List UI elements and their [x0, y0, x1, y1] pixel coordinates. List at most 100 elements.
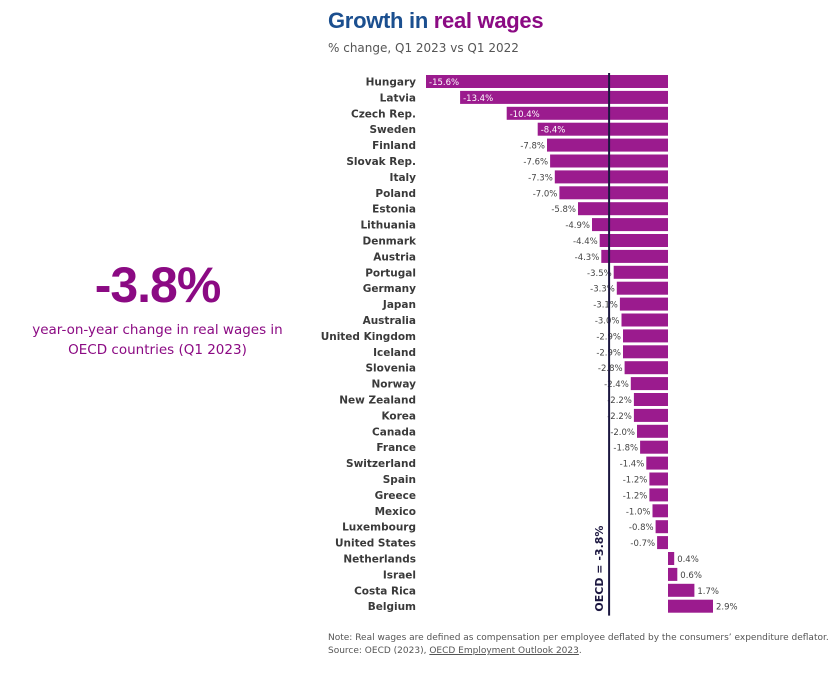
category-label-israel: Israel: [383, 569, 416, 581]
bar-latvia: [460, 90, 668, 104]
category-label-spain: Spain: [383, 474, 416, 486]
bar-switzerland: [646, 456, 668, 470]
category-label-united-states: United States: [335, 538, 416, 550]
category-label-sweden: Sweden: [370, 124, 417, 136]
bar-mexico: [652, 504, 668, 518]
data-label-luxembourg: -0.8%: [629, 523, 654, 533]
bar-japan: [619, 297, 668, 311]
category-label-mexico: Mexico: [375, 506, 416, 518]
source-prefix: Source: OECD (2023),: [328, 646, 430, 656]
bar-estonia: [578, 202, 668, 216]
category-label-norway: Norway: [372, 379, 417, 391]
data-label-mexico: -1.0%: [626, 507, 651, 517]
data-label-hungary: -15.6%: [429, 78, 459, 88]
category-label-austria: Austria: [373, 251, 416, 263]
chart-title-part2: real wages: [433, 8, 544, 33]
footnote: Note: Real wages are defined as compensa…: [328, 632, 829, 658]
category-label-italy: Italy: [390, 172, 417, 184]
source-line: Source: OECD (2023), OECD Employment Out…: [328, 645, 829, 658]
bar-greece: [649, 488, 668, 502]
bar-costa-rica: [668, 583, 695, 597]
bar-canada: [637, 424, 668, 438]
data-label-germany: -3.3%: [590, 285, 615, 295]
category-label-belgium: Belgium: [368, 601, 416, 613]
category-label-slovak-rep: Slovak Rep.: [346, 156, 416, 168]
data-label-australia: -3.0%: [595, 317, 620, 327]
category-label-united-kingdom: United Kingdom: [321, 331, 416, 343]
chart-title: Growth in real wages: [328, 8, 544, 34]
data-label-slovenia: -2.8%: [598, 364, 623, 374]
category-label-greece: Greece: [375, 490, 416, 502]
category-label-lithuania: Lithuania: [360, 220, 416, 232]
chart-title-part1: Growth in: [328, 8, 434, 33]
data-label-denmark: -4.4%: [573, 237, 598, 247]
source-link[interactable]: OECD Employment Outlook 2023: [429, 646, 579, 656]
category-label-japan: Japan: [382, 299, 416, 311]
data-label-poland: -7.0%: [533, 189, 558, 199]
footnote-text: Note: Real wages are defined as compensa…: [328, 633, 829, 643]
category-label-switzerland: Switzerland: [346, 458, 416, 470]
bar-iceland: [623, 345, 668, 359]
source-suffix: .: [578, 646, 582, 656]
bar-united-states: [657, 536, 668, 550]
kpi-label: year-on-year change in real wages in OEC…: [32, 322, 283, 358]
category-label-canada: Canada: [372, 426, 416, 438]
bar-france: [640, 440, 668, 454]
bar-spain: [649, 472, 668, 486]
bar-chart: Hungary -15.6% Latvia -13.4% Czech Rep. -10.4…: [321, 73, 738, 616]
bar-israel: [668, 567, 678, 581]
bar-portugal: [613, 265, 668, 279]
data-label-japan: -3.1%: [593, 301, 618, 311]
category-label-korea: Korea: [381, 410, 416, 422]
data-label-belgium: 2.9%: [716, 603, 738, 613]
category-label-australia: Australia: [363, 315, 416, 327]
category-label-denmark: Denmark: [363, 236, 418, 248]
category-label-poland: Poland: [375, 188, 416, 200]
kpi-panel: -3.8% year-on-year change in real wages …: [0, 250, 315, 360]
data-label-spain: -1.2%: [623, 476, 648, 486]
data-label-czech-rep: -10.4%: [510, 110, 540, 120]
category-label-portugal: Portugal: [365, 267, 416, 279]
category-label-new-zealand: New Zealand: [339, 395, 416, 407]
oecd-reference-label: OECD = -3.8%: [593, 526, 606, 612]
category-label-germany: Germany: [363, 283, 416, 295]
data-label-netherlands: 0.4%: [677, 555, 699, 565]
data-label-costa-rica: 1.7%: [697, 587, 719, 597]
bar-hungary: [426, 75, 668, 88]
data-label-finland: -7.8%: [520, 142, 545, 152]
bar-denmark: [599, 234, 668, 247]
category-label-finland: Finland: [372, 140, 416, 152]
data-label-korea: -2.2%: [607, 412, 632, 422]
category-label-czech-rep: Czech Rep.: [351, 108, 416, 120]
category-label-slovenia: Slovenia: [365, 363, 416, 375]
bar-italy: [554, 170, 668, 184]
data-label-portugal: -3.5%: [587, 269, 612, 279]
bar-sweden: [537, 122, 668, 136]
data-label-canada: -2.0%: [610, 428, 635, 438]
data-label-latvia: -13.4%: [463, 94, 493, 104]
bar-netherlands: [668, 552, 675, 565]
category-label-iceland: Iceland: [373, 347, 416, 359]
bar-poland: [559, 186, 668, 200]
chart-subtitle: % change, Q1 2023 vs Q1 2022: [328, 41, 519, 55]
category-label-hungary: Hungary: [366, 77, 417, 89]
data-label-switzerland: -1.4%: [620, 460, 645, 470]
bar-united-kingdom: [623, 329, 668, 343]
bar-belgium: [668, 599, 713, 613]
category-label-luxembourg: Luxembourg: [342, 522, 416, 534]
category-label-costa-rica: Costa Rica: [354, 585, 416, 597]
category-label-latvia: Latvia: [380, 92, 416, 104]
data-label-lithuania: -4.9%: [565, 221, 590, 231]
bar-norway: [630, 377, 668, 391]
data-label-sweden: -8.4%: [541, 126, 566, 136]
category-label-estonia: Estonia: [372, 204, 416, 216]
data-label-israel: 0.6%: [680, 571, 702, 581]
bar-korea: [633, 408, 668, 422]
bar-austria: [601, 249, 668, 263]
category-label-netherlands: Netherlands: [343, 554, 416, 566]
data-label-united-states: -0.7%: [630, 539, 655, 549]
bar-luxembourg: [655, 520, 668, 534]
data-label-norway: -2.4%: [604, 380, 629, 390]
bar-lithuania: [592, 218, 668, 232]
data-label-france: -1.8%: [613, 444, 638, 454]
